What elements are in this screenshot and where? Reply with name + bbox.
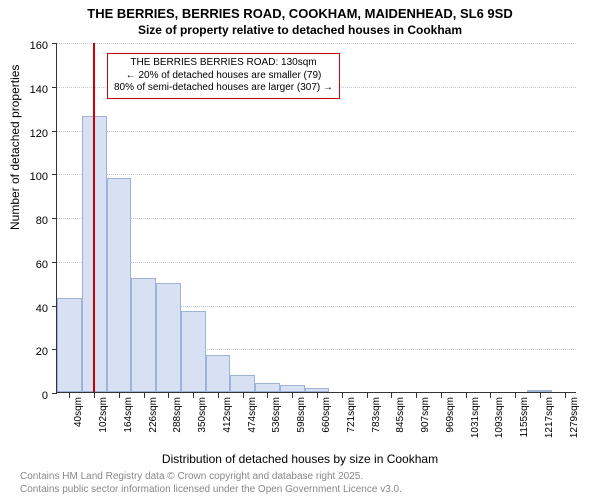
chart-area: 40sqm102sqm164sqm226sqm288sqm350sqm412sq… [56,43,576,393]
xtick-label: 598sqm [296,397,307,433]
xtick-label: 1031sqm [470,397,481,438]
xtick-label: 350sqm [197,397,208,433]
xtick-mark [317,393,318,398]
xtick-mark [168,393,169,398]
xtick-label: 845sqm [395,397,406,433]
histogram-bar [57,298,82,392]
xtick-label: 102sqm [98,397,109,433]
xtick-label: 226sqm [148,397,159,433]
histogram-bar [181,311,206,392]
ytick-mark [52,174,57,175]
histogram-bar [131,278,156,392]
annotation-box: THE BERRIES BERRIES ROAD: 130sqm← 20% of… [107,53,340,99]
xtick-mark [342,393,343,398]
xtick-mark [243,393,244,398]
xtick-label: 1093sqm [494,397,505,438]
ytick-label: 160 [8,40,48,52]
histogram-bar [156,283,181,392]
ytick-mark [52,393,57,394]
annotation-line: 80% of semi-detached houses are larger (… [114,82,333,95]
xtick-label: 907sqm [420,397,431,433]
ytick-label: 80 [8,215,48,227]
xtick-label: 164sqm [123,397,134,433]
annotation-line: THE BERRIES BERRIES ROAD: 130sqm [114,57,333,70]
histogram-bar [527,390,552,392]
xtick-mark [391,393,392,398]
xtick-mark [441,393,442,398]
xtick-label: 40sqm [73,397,84,427]
histogram-bar [305,388,330,392]
histogram-bar [206,355,231,392]
xtick-mark [119,393,120,398]
histogram-bar [255,383,280,392]
footer-line-2: Contains public sector information licen… [20,484,402,497]
xtick-mark [466,393,467,398]
gridline [57,218,576,219]
footer-attribution: Contains HM Land Registry data © Crown c… [20,471,402,496]
ytick-label: 40 [8,303,48,315]
xtick-label: 1155sqm [519,397,530,437]
xtick-mark [490,393,491,398]
xtick-mark [565,393,566,398]
xtick-label: 1279sqm [569,397,580,438]
xtick-label: 1217sqm [544,397,555,438]
xtick-mark [69,393,70,398]
xtick-mark [193,393,194,398]
ytick-mark [52,262,57,263]
gridline [57,131,576,132]
ytick-label: 140 [8,84,48,96]
ytick-mark [52,218,57,219]
ytick-label: 60 [8,259,48,271]
plot-region: 40sqm102sqm164sqm226sqm288sqm350sqm412sq… [56,43,576,393]
xtick-mark [218,393,219,398]
footer-line-1: Contains HM Land Registry data © Crown c… [20,471,402,484]
ytick-label: 20 [8,346,48,358]
x-axis-label: Distribution of detached houses by size … [0,452,600,466]
xtick-mark [94,393,95,398]
xtick-label: 783sqm [371,397,382,433]
xtick-mark [144,393,145,398]
gridline [57,262,576,263]
xtick-label: 412sqm [222,397,233,433]
xtick-mark [540,393,541,398]
xtick-label: 536sqm [271,397,282,433]
ytick-mark [52,43,57,44]
histogram-bar [107,178,132,392]
gridline [57,43,576,44]
ytick-label: 120 [8,128,48,140]
annotation-line: ← 20% of detached houses are smaller (79… [114,70,333,83]
chart-title: THE BERRIES, BERRIES ROAD, COOKHAM, MAID… [0,6,600,21]
chart-subtitle: Size of property relative to detached ho… [0,23,600,37]
xtick-label: 969sqm [445,397,456,433]
histogram-bar [280,385,305,392]
ytick-label: 0 [8,390,48,402]
xtick-label: 721sqm [346,397,357,433]
xtick-mark [292,393,293,398]
marker-line [93,43,95,392]
xtick-label: 660sqm [321,397,332,433]
ytick-label: 100 [8,171,48,183]
gridline [57,174,576,175]
xtick-label: 288sqm [172,397,183,433]
ytick-mark [52,131,57,132]
xtick-mark [267,393,268,398]
xtick-label: 474sqm [247,397,258,433]
ytick-mark [52,87,57,88]
xtick-mark [367,393,368,398]
histogram-bar [230,375,255,393]
xtick-mark [515,393,516,398]
xtick-mark [416,393,417,398]
